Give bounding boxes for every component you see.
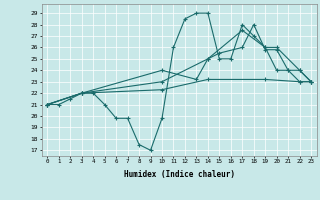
X-axis label: Humidex (Indice chaleur): Humidex (Indice chaleur) [124,170,235,179]
